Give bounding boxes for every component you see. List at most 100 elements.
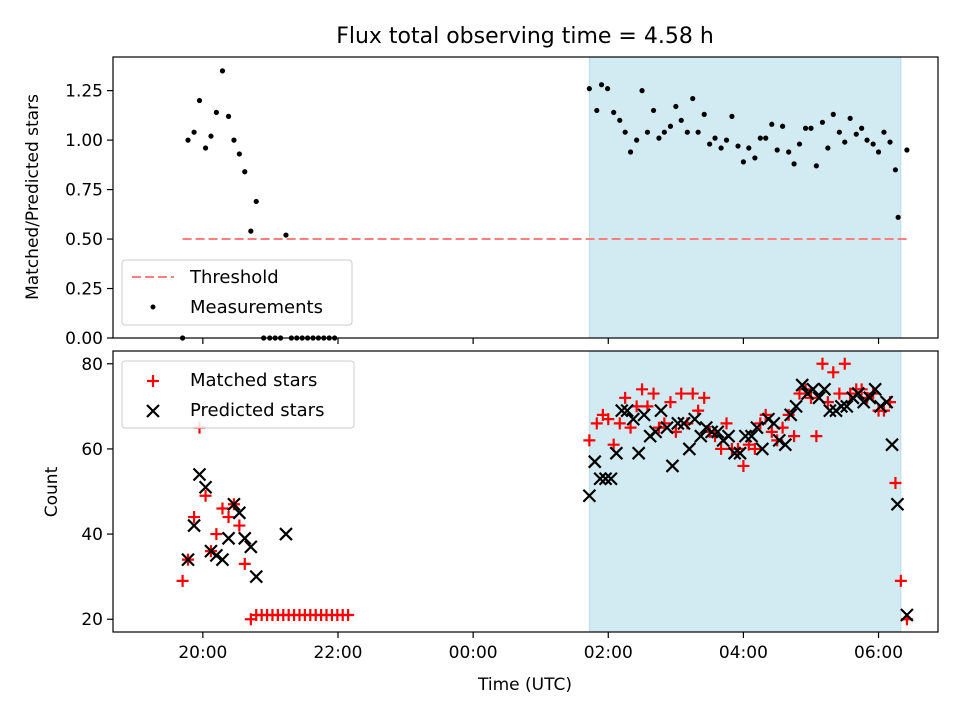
measurement-point [712,135,718,141]
measurement-point [813,163,819,169]
predicted-star-point [682,442,697,456]
predicted-star-point [755,442,770,456]
bottom-y-ticks: 20 40 60 80 [81,355,113,630]
predicted-star-point [671,416,685,431]
predicted-star-point [789,399,803,414]
top-y-ticks: 0.00 0.25 0.50 0.75 1.00 1.25 [65,82,113,349]
bottom-legend: Matched stars Predicted stars [121,360,355,429]
measurement-point [617,117,623,123]
matched-star-point [607,438,620,451]
measurement-point [825,145,831,151]
matched-star-point [698,391,711,404]
x-tick-label: 04:00 [719,643,768,663]
measurement-point [242,169,248,175]
y-tick-label: 60 [81,440,103,460]
y-tick-label: 0.25 [65,280,103,300]
measurement-point [231,137,237,143]
measurement-point [791,161,797,167]
x-axis-label: Time (UTC) [477,675,572,695]
predicted-star-point [593,471,607,486]
top-shaded-span [588,56,902,339]
predicted-star-point [249,569,264,584]
matched-star-point [222,511,235,524]
measurement-point [723,137,730,143]
measurement-point [594,107,600,114]
measurement-point [707,141,713,147]
y-tick-label: 40 [81,525,103,545]
measurement-point [786,149,792,155]
predicted-star-point [704,425,719,439]
measurement-point [690,95,696,102]
y-tick-label: 80 [81,355,103,375]
x-tick-label: 00:00 [449,643,498,663]
predicted-star-point [744,429,759,443]
measurement-point [892,167,899,173]
matched-star-point [210,528,223,541]
bottom-y-axis-label: Count [42,466,62,517]
predicted-star-point [677,416,691,431]
predicted-star-point [900,608,914,622]
legend-measurements-swatch [150,304,156,310]
top-axes-frame [112,56,939,339]
measurement-point [808,125,814,131]
predicted-star-point [840,399,854,414]
predicted-star-point [187,518,201,533]
measurement-point [191,129,197,135]
measurement-point [253,198,259,205]
measurement-point [774,147,780,153]
predicted-star-point [221,531,236,546]
y-tick-label: 0.00 [65,329,103,349]
matched-star-point [894,574,907,587]
measurement-point [673,103,679,110]
top-legend-box [121,259,353,326]
measurement-point [830,111,836,117]
measurement-point [695,129,701,135]
bottom-shaded-span [588,350,902,633]
predicted-star-point [631,446,646,460]
matched-star-point [810,430,823,443]
predicted-star-point [733,446,747,460]
legend-predicted-label: Predicted stars [190,400,324,421]
measurement-point [870,141,876,147]
matched-star-point [838,357,851,370]
predicted-star-point [232,506,247,520]
matched-star-point [199,489,212,502]
predicted-star-point [609,446,624,460]
measurement-point [701,111,707,117]
measurement-point [586,86,592,92]
y-tick-label: 1.25 [65,82,103,102]
predicted-star-point [279,527,293,541]
measurement-point [769,121,775,127]
predicted-star-point [604,471,618,486]
predicted-star-point [587,454,602,469]
matched-star-point [619,391,632,404]
predicted-star-point [237,531,252,546]
predicted-star-point [795,378,809,392]
measurement-point [859,125,865,131]
measurement-point [853,131,859,137]
measurement-point [904,147,910,153]
legend-threshold-label: Threshold [189,267,279,288]
measurement-point [650,107,657,114]
predicted-star-point [192,467,207,482]
matched-star-point [765,425,778,438]
predicted-star-point [620,403,634,418]
matched-star-point [788,430,801,443]
measurement-point [656,135,662,141]
measurement-point [763,135,769,141]
measurement-point [196,97,203,104]
predicted-star-point [637,408,651,422]
predicted-star-point [834,399,849,414]
matched-star-point [715,442,728,455]
top-panel: 0.00 0.25 0.50 0.75 1.00 1.25 Matched/Predict… [23,56,939,349]
matched-star-point [176,574,189,587]
matched-star-point [748,442,761,455]
predicted-star-point [812,391,826,405]
measurement-point [644,129,651,135]
measurement-point [796,141,803,147]
measurement-point [740,159,747,165]
legend-matched-swatch [147,375,159,387]
measurement-point [213,109,219,116]
measurement-point [598,82,605,88]
measurement-point [236,151,242,157]
